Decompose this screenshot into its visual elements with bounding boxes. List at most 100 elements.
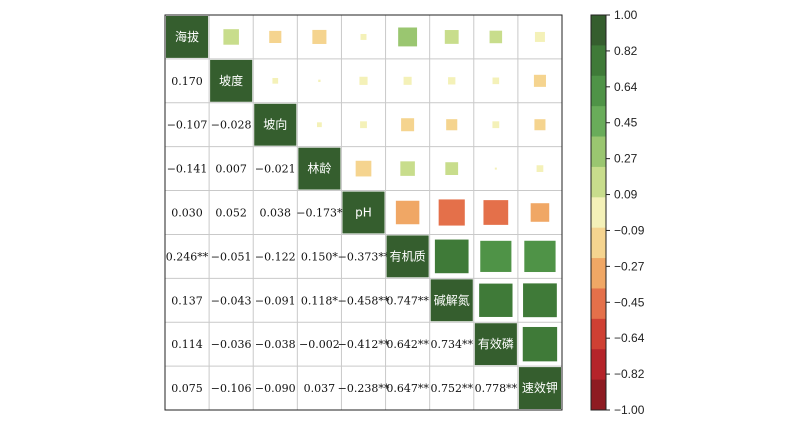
correlation-value: 0.642** bbox=[386, 338, 429, 351]
correlation-square bbox=[491, 120, 501, 130]
colorbar-tick-label: −0.82 bbox=[614, 367, 645, 381]
diagonal-cell bbox=[166, 16, 209, 58]
diagonal-cell bbox=[430, 279, 473, 322]
correlation-value: −0.458** bbox=[338, 294, 390, 307]
correlation-square bbox=[402, 75, 413, 86]
colorbar-tick-label: −0.45 bbox=[614, 295, 645, 309]
correlation-square bbox=[443, 29, 460, 45]
correlation-value: −0.141 bbox=[167, 163, 208, 176]
correlation-value: 0.752** bbox=[430, 382, 473, 395]
diagonal-cell bbox=[518, 367, 561, 409]
correlation-value: 0.118* bbox=[301, 294, 338, 307]
colorbar-tick-label: −1.00 bbox=[614, 403, 645, 417]
correlation-square bbox=[523, 239, 557, 274]
colorbar-band bbox=[591, 258, 606, 289]
correlation-value: −0.028 bbox=[211, 119, 252, 132]
colorbar-band bbox=[591, 75, 606, 107]
variable-label: 碱解氮 bbox=[434, 292, 470, 307]
correlation-value: 0.778** bbox=[475, 382, 518, 395]
correlation-square bbox=[533, 118, 547, 132]
correlation-value: −0.021 bbox=[255, 163, 296, 176]
variable-label: 林龄 bbox=[307, 162, 331, 176]
colorbar-band bbox=[591, 166, 606, 198]
colorbar-frame bbox=[590, 14, 607, 411]
variable-label: 坡向 bbox=[263, 117, 287, 132]
variable-label: 有机质 bbox=[390, 249, 426, 263]
colorbar-tick-label: 0.09 bbox=[614, 188, 638, 202]
correlation-value: −0.090 bbox=[255, 382, 296, 395]
correlation-square bbox=[445, 118, 459, 132]
colorbar-band bbox=[591, 197, 606, 229]
correlation-square bbox=[488, 29, 504, 45]
correlation-square bbox=[535, 164, 545, 173]
correlation-square bbox=[529, 202, 551, 223]
diagonal-cell bbox=[342, 191, 385, 234]
correlation-value: 0.052 bbox=[215, 207, 247, 220]
correlation-value: −0.091 bbox=[255, 294, 296, 307]
correlation-square bbox=[359, 120, 368, 130]
colorbar-band bbox=[591, 136, 606, 168]
colorbar-tick-label: −0.27 bbox=[614, 259, 645, 273]
correlation-square bbox=[222, 28, 240, 46]
colorbar-band bbox=[591, 318, 606, 350]
variable-label: 坡度 bbox=[219, 73, 243, 88]
correlation-value: −0.002 bbox=[299, 338, 340, 351]
colorbar-band bbox=[591, 349, 606, 381]
correlation-value: −0.043 bbox=[211, 294, 252, 307]
colorbar: 1.00 0.82 0.64 0.45 0.27 0.09 −0.09 −0.27 −0.45 −… bbox=[590, 8, 645, 417]
correlation-value: 0.037 bbox=[304, 382, 336, 395]
variable-label: 海拔 bbox=[175, 29, 199, 44]
correlation-value: −0.122 bbox=[255, 250, 296, 263]
correlation-square bbox=[444, 161, 460, 177]
colorbar-tick-label: 0.82 bbox=[614, 44, 638, 58]
correlation-square bbox=[397, 26, 419, 48]
colorbar-band bbox=[591, 288, 606, 320]
correlation-value: −0.106 bbox=[211, 382, 252, 395]
colorbar-band bbox=[591, 15, 606, 46]
correlation-square bbox=[400, 117, 416, 133]
correlation-square bbox=[532, 73, 547, 88]
colorbar-tick-label: 0.64 bbox=[614, 80, 638, 94]
correlation-square bbox=[359, 32, 368, 41]
correlation-value: 0.150* bbox=[301, 250, 338, 263]
correlation-square bbox=[268, 29, 283, 45]
correlation-square bbox=[521, 325, 559, 363]
correlation-square bbox=[522, 282, 558, 319]
correlation-square bbox=[447, 76, 457, 86]
variable-label: 有效磷 bbox=[478, 336, 514, 351]
colorbar-tick-label: −0.64 bbox=[614, 331, 645, 345]
correlation-value: 0.114 bbox=[171, 338, 203, 351]
correlation-square bbox=[433, 238, 470, 275]
variable-label: pH bbox=[355, 206, 372, 220]
correlation-value: −0.373** bbox=[338, 250, 390, 263]
colorbar-tick-label: 0.45 bbox=[614, 116, 638, 130]
correlation-square bbox=[315, 121, 323, 129]
correlation-square bbox=[533, 30, 546, 43]
diagonal-cell bbox=[210, 59, 253, 102]
diagonal-cell bbox=[474, 323, 517, 366]
correlation-square bbox=[358, 75, 369, 86]
correlation-square bbox=[479, 239, 513, 273]
correlation-value: 0.170 bbox=[171, 75, 203, 88]
correlation-square bbox=[311, 28, 328, 45]
correlation-value: 0.734** bbox=[430, 338, 473, 351]
correlation-square bbox=[394, 199, 421, 226]
colorbar-tick-label: −0.09 bbox=[614, 223, 645, 237]
correlation-square bbox=[354, 159, 373, 178]
correlation-value: −0.107 bbox=[167, 119, 208, 132]
correlation-square bbox=[437, 198, 466, 227]
correlation-square bbox=[399, 160, 416, 177]
correlation-value: 0.747** bbox=[386, 294, 429, 307]
correlation-square bbox=[493, 166, 498, 171]
correlation-square bbox=[478, 282, 514, 318]
correlation-square bbox=[482, 199, 510, 226]
diagonal-cell bbox=[386, 235, 429, 278]
correlation-value: −0.051 bbox=[211, 250, 252, 263]
correlation-value: −0.238** bbox=[338, 382, 390, 395]
correlation-value: 0.075 bbox=[171, 382, 203, 395]
correlation-value: 0.007 bbox=[215, 163, 247, 176]
colorbar-band bbox=[591, 227, 606, 259]
colorbar-band bbox=[591, 106, 606, 138]
correlation-value: 0.038 bbox=[260, 207, 292, 220]
correlation-value: −0.038 bbox=[255, 338, 296, 351]
